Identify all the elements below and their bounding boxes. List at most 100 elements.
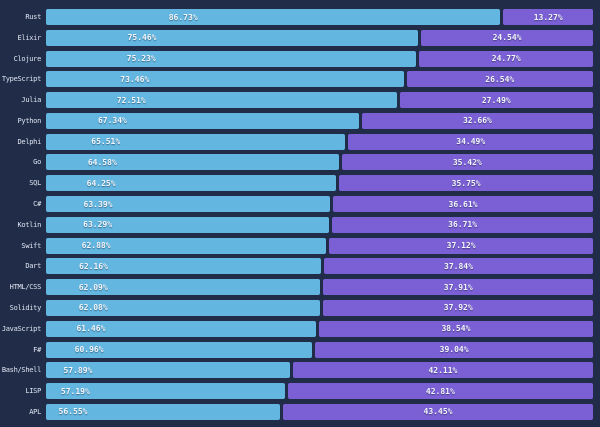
blue-value-label-box: 65.51%: [46, 134, 165, 150]
row-label: Python: [17, 116, 42, 125]
blue-bar-segment: 64.25%: [46, 175, 337, 192]
row-label: LISP: [25, 387, 41, 396]
chart-row: APL 56.55% 43.45%: [0, 403, 593, 420]
bar-track: 67.34% 32.66%: [46, 112, 593, 129]
bar-track: 56.55% 43.45%: [46, 403, 593, 420]
blue-bar-segment: 62.16%: [46, 258, 321, 275]
blue-bar-segment: 63.39%: [46, 196, 330, 213]
bar-track: 57.19% 42.81%: [46, 383, 593, 400]
row-label: Bash/Shell: [1, 366, 41, 375]
chart-row: Elixir 75.46% 24.54%: [0, 29, 593, 46]
bar-track: 62.16% 37.84%: [46, 258, 593, 275]
bar-track: 57.89% 42.11%: [46, 362, 593, 379]
bar-track: 72.51% 27.49%: [46, 92, 593, 109]
bar-track: 75.23% 24.77%: [46, 50, 593, 67]
row-label: Clojure: [13, 54, 42, 63]
row-label: Kotlin: [17, 220, 42, 229]
blue-value-label-box: 61.46%: [46, 321, 136, 337]
blue-bar-segment: 62.09%: [46, 279, 321, 296]
purple-value-label: 34.49%: [456, 137, 486, 147]
purple-bar-segment: 37.12%: [329, 237, 593, 254]
purple-bar-segment: 24.54%: [421, 29, 593, 46]
blue-value-label-box: 67.34%: [46, 113, 179, 129]
purple-bar-segment: 36.61%: [333, 196, 593, 213]
blue-bar-segment: 65.51%: [46, 133, 346, 150]
purple-bar-segment: 36.71%: [332, 216, 593, 233]
purple-bar-segment: 13.27%: [503, 9, 593, 25]
blue-value-label: 63.39%: [83, 199, 113, 209]
blue-bar-segment: 63.29%: [46, 216, 330, 233]
blue-value-label: 60.96%: [74, 345, 104, 354]
bar-track: 65.51% 34.49%: [46, 133, 593, 150]
blue-value-label-box: 75.23%: [46, 51, 236, 67]
blue-bar-segment: 60.96%: [46, 341, 313, 358]
row-label: TypeScript: [1, 75, 41, 84]
purple-value-label: 35.42%: [452, 157, 482, 167]
blue-value-label: 62.09%: [78, 282, 108, 292]
chart-row: Clojure 75.23% 24.77%: [0, 50, 593, 67]
bar-track: 75.46% 24.54%: [46, 29, 593, 46]
purple-value-label: 42.81%: [425, 386, 455, 396]
bar-track: 62.88% 37.12%: [46, 237, 593, 254]
row-label: Delphi: [17, 137, 42, 146]
blue-value-label-box: 63.29%: [46, 217, 149, 233]
purple-bar-segment: 43.45%: [283, 403, 593, 420]
blue-bar-segment: 62.88%: [46, 237, 327, 254]
purple-bar-segment: 42.81%: [287, 383, 593, 400]
blue-bar-segment: 61.46%: [46, 320, 316, 337]
blue-value-label: 67.34%: [97, 116, 127, 126]
blue-value-label: 56.55%: [58, 407, 88, 417]
row-label: C#: [33, 200, 41, 209]
purple-value-label: 36.71%: [448, 220, 478, 230]
purple-value-label: 43.45%: [423, 407, 453, 417]
blue-value-label: 62.16%: [79, 261, 108, 271]
purple-bar-segment: 37.91%: [323, 279, 593, 296]
chart-row: TypeScript 73.46% 26.54%: [0, 71, 593, 88]
row-label: Solidity: [9, 303, 42, 312]
row-label: APL: [29, 407, 41, 416]
bar-track: 62.09% 37.91%: [46, 279, 593, 296]
purple-value-label: 37.92%: [443, 303, 473, 313]
blue-value-label-box: 57.19%: [46, 383, 105, 399]
bar-track: 86.73% 13.27%: [46, 9, 593, 25]
blue-value-label: 65.51%: [91, 137, 121, 147]
chart-row: Rust 86.73% 13.27%: [0, 9, 593, 25]
blue-value-label-box: 73.46%: [46, 71, 224, 87]
blue-value-label-box: 62.16%: [46, 258, 141, 274]
bar-track: 64.25% 35.75%: [46, 175, 593, 192]
blue-bar-segment: 73.46%: [46, 71, 404, 88]
blue-value-label: 75.23%: [126, 54, 156, 64]
chart-row: Dart 62.16% 37.84%: [0, 258, 593, 275]
bar-track: 61.46% 38.54%: [46, 320, 593, 337]
blue-value-label: 57.89%: [63, 365, 93, 375]
blue-value-label-box: 86.73%: [46, 9, 320, 25]
blue-value-label: 73.46%: [120, 74, 150, 84]
blue-bar-segment: 75.23%: [46, 50, 417, 67]
blue-value-label: 57.19%: [60, 386, 90, 396]
blue-value-label: 63.29%: [83, 220, 113, 230]
chart-row: Solidity 62.08% 37.92%: [0, 299, 593, 316]
row-label: HTML/CSS: [9, 283, 42, 292]
row-label: Swift: [21, 241, 41, 250]
blue-bar-segment: 75.46%: [46, 29, 419, 46]
bar-track: 64.58% 35.42%: [46, 154, 593, 171]
chart-row: HTML/CSS 62.09% 37.91%: [0, 279, 593, 296]
blue-value-label-box: 75.46%: [46, 30, 238, 46]
purple-bar-segment: 26.54%: [406, 71, 593, 88]
purple-value-label: 37.91%: [443, 282, 473, 292]
chart-row: Python 67.34% 32.66%: [0, 112, 593, 129]
chart-row: Go 64.58% 35.42%: [0, 154, 593, 171]
blue-value-label-box: 63.39%: [46, 196, 150, 212]
blue-value-label-box: 56.55%: [46, 404, 100, 420]
blue-bar-segment: 67.34%: [46, 112, 359, 129]
blue-value-label-box: 64.58%: [46, 154, 159, 170]
blue-value-label: 62.88%: [81, 241, 111, 251]
purple-value-label: 32.66%: [462, 116, 492, 126]
purple-bar-segment: 34.49%: [348, 133, 593, 150]
purple-bar-segment: 35.42%: [341, 154, 593, 171]
purple-bar-segment: 37.84%: [323, 258, 593, 275]
purple-value-label: 27.49%: [481, 95, 511, 105]
blue-bar-segment: 62.08%: [46, 299, 321, 316]
purple-bar-segment: 32.66%: [361, 112, 593, 129]
blue-value-label-box: 62.88%: [46, 238, 146, 254]
